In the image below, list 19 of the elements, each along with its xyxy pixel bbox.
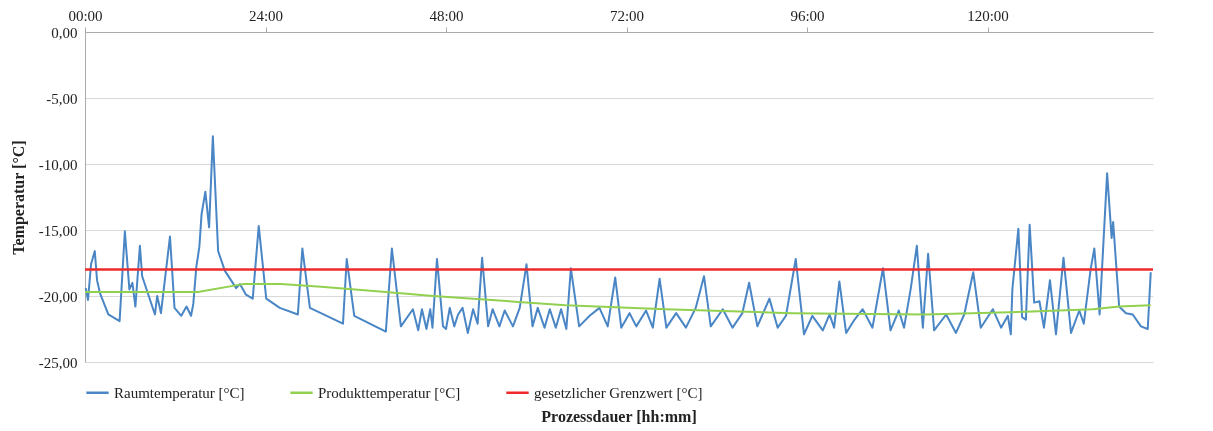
y-tick-label: -5,00 [46, 90, 78, 107]
y-tick-label: -20,00 [38, 288, 78, 305]
x-tick-label: 120:00 [967, 7, 1009, 24]
line-series [84, 283, 1152, 316]
legend-label: Produkttemperatur [°C] [318, 384, 461, 401]
legend-label: Raumtemperatur [°C] [114, 384, 245, 401]
x-tick-label: 96:00 [790, 7, 825, 24]
legend-label: gesetzlicher Grenzwert [°C] [534, 384, 703, 401]
y-tick-label: -25,00 [38, 354, 78, 371]
x-tick-label: 72:00 [609, 7, 645, 24]
x-tick-label: 48:00 [429, 7, 464, 24]
y-axis-title: Temperatur [°C] [9, 140, 28, 255]
x-tick-label: 24:00 [248, 7, 284, 24]
y-tick-label: 0,00 [51, 24, 78, 41]
x-axis-title: Prozessdauer [hh:mm] [541, 408, 697, 425]
x-tick-label: 00:00 [68, 7, 103, 24]
line-series [84, 135, 1152, 336]
y-tick-label: -15,00 [38, 222, 78, 239]
y-tick-label: -10,00 [38, 156, 78, 173]
